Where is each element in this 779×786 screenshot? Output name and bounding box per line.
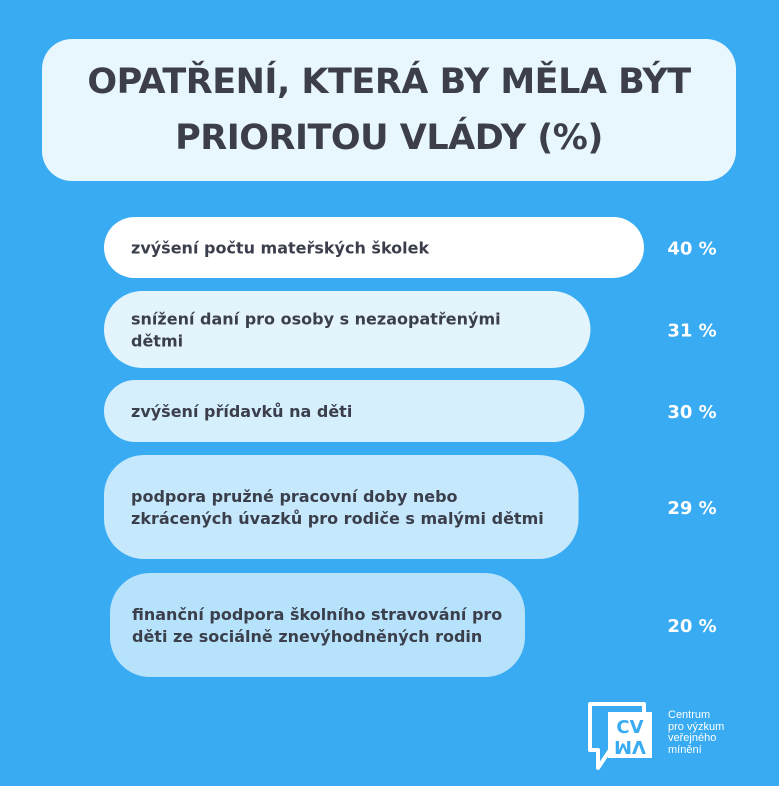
- cvvm-logo-mark: CV VM: [588, 702, 652, 770]
- bar-label: zvýšení počtu mateřských školek: [131, 239, 429, 258]
- logo-mark-top: CV: [616, 717, 643, 738]
- bar-label: podpora pružné pracovní doby nebo: [131, 487, 458, 506]
- bar-label: dětmi: [131, 332, 183, 351]
- bar-label: snížení daní pro osoby s nezaopatřenými: [131, 310, 501, 329]
- bar: [104, 380, 585, 442]
- bar-group: zvýšení přídavků na děti 30 %: [104, 380, 717, 442]
- bar: [110, 573, 525, 677]
- bar-label: zvýšení přídavků na děti: [131, 402, 352, 421]
- bar-value-label: 30 %: [667, 402, 716, 423]
- cvvm-logo: CV VM Centrum pro výzkum veřejného míněn…: [586, 700, 756, 772]
- bar-label: děti ze sociálně znevýhodněných rodin: [132, 627, 482, 646]
- bar-value-label: 31 %: [667, 321, 716, 342]
- bar: [104, 291, 591, 368]
- bar-value-label: 29 %: [667, 498, 716, 519]
- logo-text-line-4: mínění: [668, 743, 702, 756]
- bar: [104, 217, 644, 278]
- bar: [104, 455, 579, 559]
- logo-text: Centrum pro výzkum veřejného mínění: [668, 709, 758, 756]
- logo-text-line-2: pro výzkum: [668, 720, 725, 733]
- chart-title-box: OPATŘENÍ, KTERÁ BY MĚLA BÝT PRIORITOU VL…: [42, 39, 736, 181]
- bar-group: podpora pružné pracovní doby nebo zkrácen…: [104, 455, 717, 559]
- bar-group: snížení daní pro osoby s nezaopatřenými d…: [104, 291, 717, 368]
- chart-title-line-1: OPATŘENÍ, KTERÁ BY MĚLA BÝT: [87, 62, 691, 102]
- bar-label: zkrácených úvazků pro rodiče s malými dě…: [131, 509, 544, 528]
- chart-title-line-2: PRIORITOU VLÁDY (%): [175, 118, 603, 158]
- logo-text-line-1: Centrum: [668, 709, 711, 721]
- bar-label: finanční podpora školního stravování pro: [132, 605, 502, 624]
- bar-value-label: 40 %: [667, 239, 716, 260]
- bar-group: zvýšení počtu mateřských školek 40 %: [104, 217, 717, 278]
- logo-mark-bottom: VM: [614, 736, 646, 757]
- bar-group: finanční podpora školního stravování pro…: [110, 573, 717, 677]
- logo-text-line-3: veřejného: [668, 732, 717, 744]
- bar-value-label: 20 %: [667, 616, 716, 637]
